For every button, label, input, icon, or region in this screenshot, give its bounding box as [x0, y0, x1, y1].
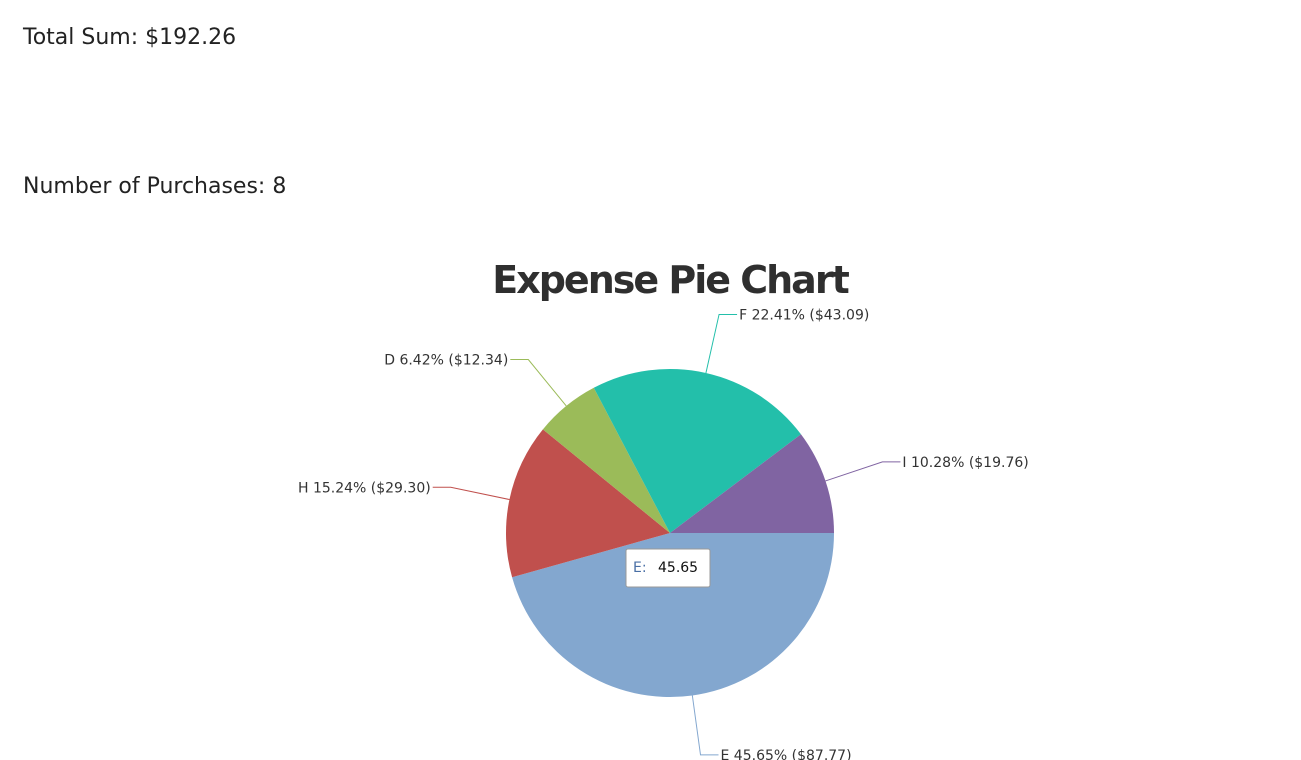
leader-line-d [510, 359, 567, 407]
leader-lines [432, 313, 901, 756]
slice-label-i: I 10.28% ($19.76) [902, 455, 1028, 471]
leader-line-h [432, 486, 510, 501]
slice-labels: E 45.65% ($87.77) H 15.24% ($29.30) D 6.42… [298, 307, 1029, 760]
slice-label-h: H 15.24% ($29.30) [298, 480, 431, 496]
leader-line-f [705, 313, 738, 374]
chart-title: Expense Pie Chart [492, 258, 849, 302]
leader-line-e [691, 695, 719, 756]
tooltip-box [625, 548, 711, 588]
slice-label-f: F 22.41% ($43.09) [739, 307, 869, 323]
tooltip-name: E: [633, 560, 647, 576]
total-sum-text: Total Sum: $192.26 [23, 25, 237, 50]
purchase-count-text: Number of Purchases: 8 [23, 174, 287, 199]
pie-slice-e[interactable] [512, 533, 834, 698]
tooltip-value: 45.65 [658, 560, 698, 576]
tooltip: E: 45.65 [625, 548, 711, 588]
pie-slice-i[interactable] [670, 434, 834, 533]
pie-slice-h[interactable] [505, 429, 670, 578]
expense-pie-chart[interactable]: Expense Pie Chart E 45.65% ($87.77) H 15.… [0, 240, 1301, 760]
pie-slice-f[interactable] [593, 369, 801, 533]
leader-line-i [825, 461, 901, 482]
pie-slices [505, 369, 834, 698]
pie-slice-d[interactable] [542, 387, 670, 533]
slice-label-e: E 45.65% ($87.77) [721, 748, 852, 760]
slice-label-d: D 6.42% ($12.34) [384, 353, 508, 369]
